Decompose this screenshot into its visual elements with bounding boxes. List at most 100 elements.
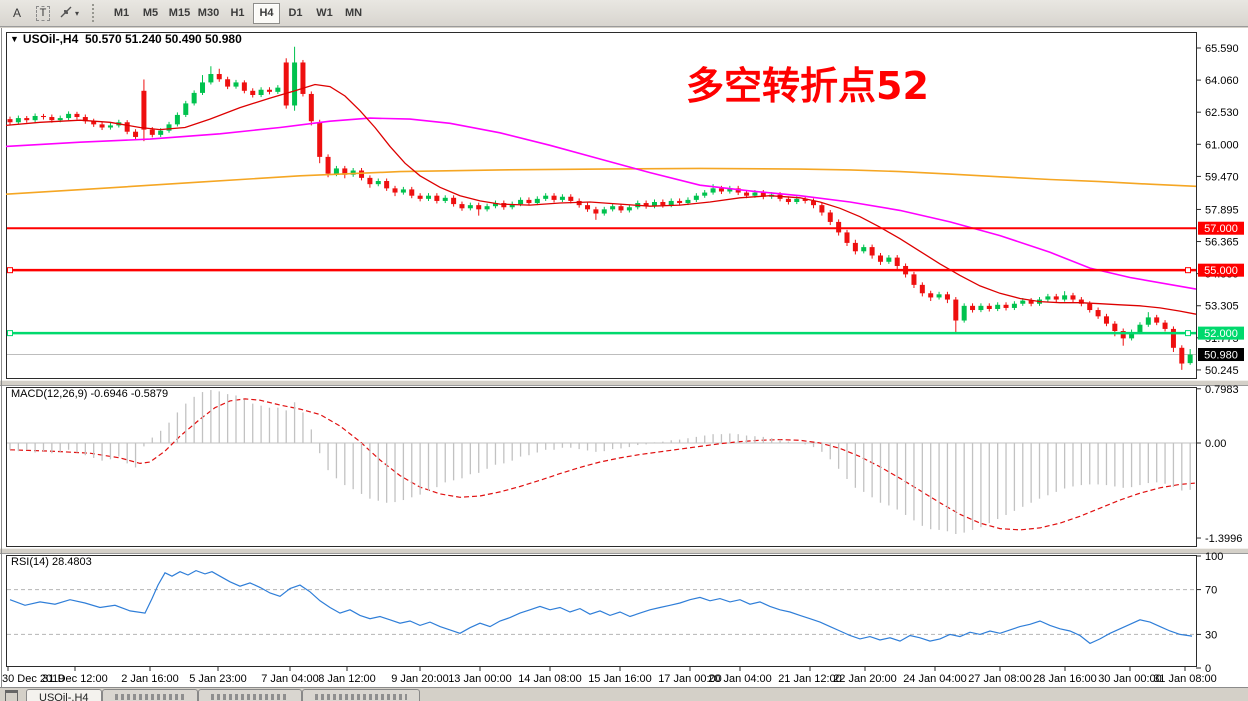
candlestick — [66, 113, 72, 119]
chart-title-ohlc: 50.570 51.240 50.490 50.980 — [84, 32, 242, 46]
candlestick — [266, 89, 272, 92]
timeframe-h1-button[interactable]: H1 — [230, 7, 245, 19]
candlestick — [836, 221, 842, 233]
candlestick — [970, 305, 976, 311]
line-handle[interactable] — [1185, 267, 1191, 274]
candlestick — [928, 293, 934, 298]
moving-averages — [5, 83, 1197, 315]
window-icon[interactable] — [5, 690, 18, 701]
svg-text:65.590: 65.590 — [1205, 43, 1239, 55]
chart-tab[interactable] — [197, 689, 302, 701]
rsi-indicator-label: RSI(14) 28.4803 — [11, 556, 92, 568]
candlestick — [342, 168, 348, 175]
candlestick — [250, 90, 256, 95]
candlestick — [1187, 354, 1193, 364]
timeframe-m15-button[interactable]: M15 — [168, 7, 191, 19]
timeframe-h4-button[interactable]: H4 — [253, 2, 280, 24]
line-handle[interactable] — [7, 330, 13, 337]
candlestick — [325, 156, 331, 174]
line-handle[interactable] — [7, 267, 13, 274]
svg-text:2 Jan 16:00: 2 Jan 16:00 — [121, 673, 179, 685]
timeframe-m5-button[interactable]: M5 — [142, 7, 159, 19]
line-handle[interactable] — [1185, 330, 1191, 337]
candlestick — [375, 181, 381, 185]
candlestick — [559, 196, 565, 200]
candlestick — [258, 89, 264, 95]
timeframe-d1-button[interactable]: D1 — [288, 7, 303, 19]
candlestick — [1078, 299, 1084, 304]
candlestick — [359, 170, 365, 178]
rsi-panel[interactable]: 100 70 30 0 — [6, 551, 1224, 675]
candlestick — [886, 257, 892, 262]
candlestick — [1154, 317, 1160, 323]
candlestick — [593, 209, 599, 214]
timeframe-mn-button[interactable]: MN — [344, 7, 363, 19]
candlestick — [149, 129, 155, 135]
candlestick — [15, 118, 21, 123]
chevron-down-icon: ▾ — [74, 8, 79, 18]
svg-text:17 Jan 00:00: 17 Jan 00:00 — [658, 673, 722, 685]
candlestick — [610, 206, 616, 210]
svg-text:100: 100 — [1205, 551, 1223, 563]
candlestick — [601, 209, 607, 214]
timeframe-m1-button[interactable]: M1 — [113, 7, 130, 19]
main-price-panel[interactable] — [6, 32, 1197, 379]
candlestick — [668, 200, 674, 206]
candlestick — [74, 113, 80, 118]
chart-tab-active[interactable]: USOil-,H4 — [26, 689, 102, 701]
chart-tab-bar: USOil-,H4 — [0, 687, 1248, 701]
candlestick — [191, 92, 197, 104]
svg-text:27 Jan 08:00: 27 Jan 08:00 — [968, 673, 1032, 685]
candlestick — [651, 201, 657, 207]
candlestick — [241, 82, 247, 91]
candlestick — [1103, 316, 1109, 324]
timeframe-w1-button[interactable]: W1 — [316, 7, 333, 19]
svg-text:50.245: 50.245 — [1205, 365, 1239, 377]
svg-text:30 Dec 2019: 30 Dec 2019 — [2, 673, 64, 685]
rsi-value: 28.4803 — [51, 556, 92, 568]
svg-text:8 Jan 12:00: 8 Jan 12:00 — [318, 673, 376, 685]
candlestick — [82, 117, 88, 122]
candlestick — [827, 212, 833, 222]
candlestick — [467, 205, 473, 209]
level-lines[interactable]: 57.000 55.000 52.000 50.980 — [7, 221, 1244, 362]
svg-text:7 Jan 04:00: 7 Jan 04:00 — [261, 673, 319, 685]
candlestick — [585, 205, 591, 210]
collapse-arrow-icon[interactable]: ▼ — [10, 34, 19, 44]
candlestick — [1028, 300, 1034, 304]
label-tool-button[interactable]: T — [31, 3, 55, 24]
cursor-tool-button[interactable]: ▾ — [57, 3, 81, 24]
candlestick — [442, 197, 448, 201]
candlestick — [1087, 303, 1093, 311]
svg-text:15 Jan 16:00: 15 Jan 16:00 — [588, 673, 652, 685]
svg-text:56.365: 56.365 — [1205, 237, 1239, 249]
candlestick — [702, 192, 708, 196]
timeframe-m30-button[interactable]: M30 — [197, 7, 220, 19]
candlestick — [91, 121, 97, 125]
chart-tab[interactable] — [101, 689, 198, 701]
candlestick — [919, 284, 925, 294]
svg-text:52.000: 52.000 — [1204, 328, 1238, 340]
svg-text:0.00: 0.00 — [1205, 438, 1226, 450]
svg-text:70: 70 — [1205, 585, 1217, 597]
chart-tab[interactable] — [301, 689, 420, 701]
candlestick — [166, 124, 172, 131]
candlestick — [677, 200, 683, 204]
candlestick — [618, 206, 624, 211]
text-tool-button[interactable]: A — [5, 3, 29, 24]
candlestick — [752, 192, 758, 196]
svg-text:57.895: 57.895 — [1205, 204, 1239, 216]
candlestick — [208, 74, 214, 83]
candlestick — [7, 119, 13, 123]
price-tag — [1198, 326, 1244, 340]
chart-annotation-text[interactable]: 多空转折点52 — [686, 64, 929, 108]
candlestick — [1170, 328, 1176, 348]
svg-text:20 Jan 04:00: 20 Jan 04:00 — [708, 673, 772, 685]
panel-splitter[interactable] — [0, 380, 1248, 386]
candlestick — [40, 115, 46, 118]
current-price-tag — [1198, 348, 1244, 362]
panel-splitter[interactable] — [0, 548, 1248, 554]
candlestick — [409, 189, 415, 196]
